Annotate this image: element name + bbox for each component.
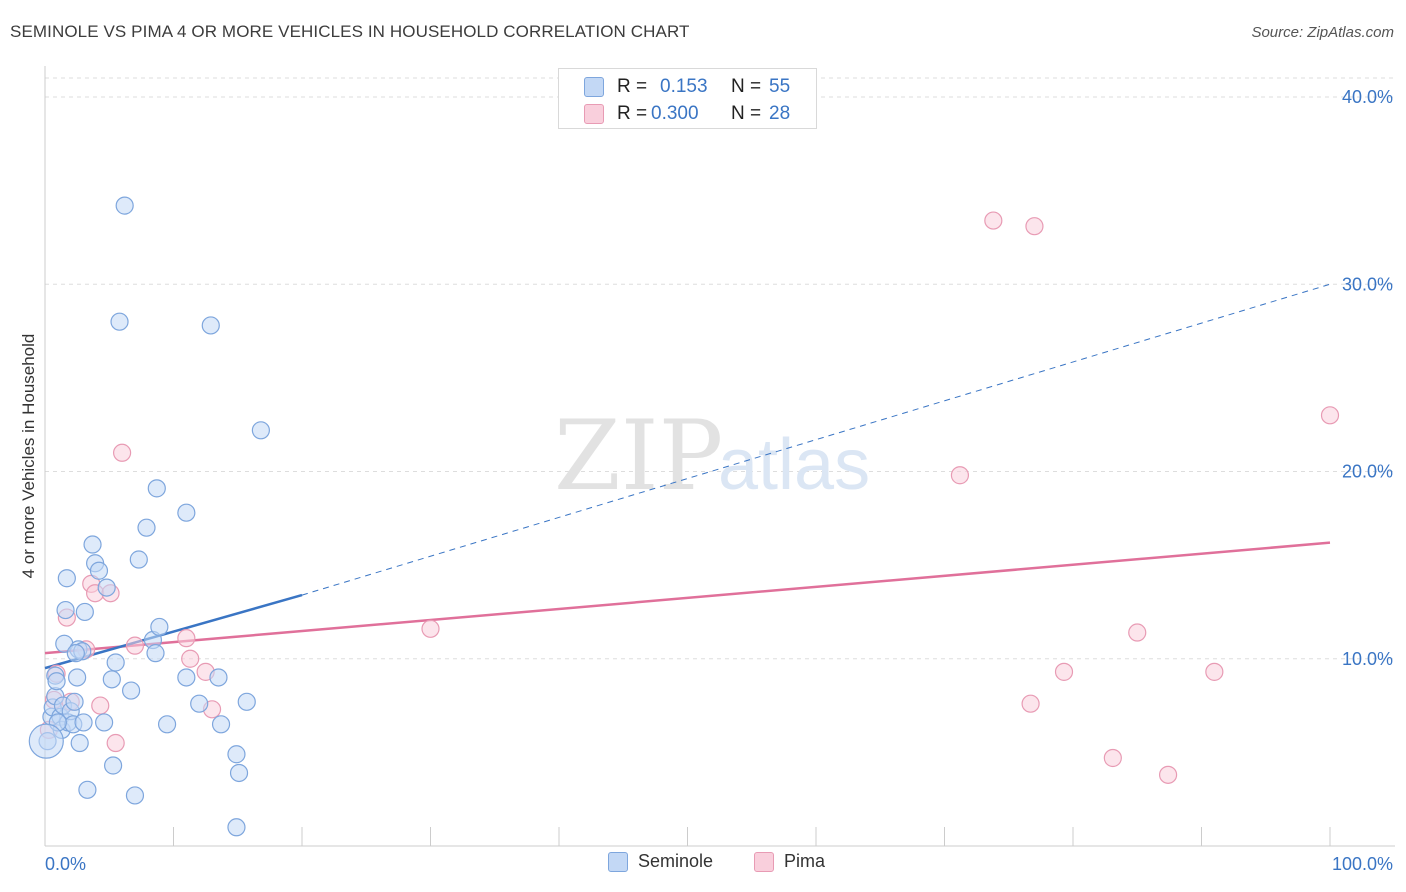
pima-trend-line (44, 541, 1331, 655)
seminole-point (66, 644, 85, 663)
pima-point (1205, 662, 1224, 681)
y-tick-label: 20.0% (1342, 462, 1393, 482)
pima-legend-swatch (754, 851, 774, 872)
stats-legend: R = 0.153 N = 55 R = 0.300 N = 28 (558, 68, 817, 129)
seminole-point (150, 617, 169, 637)
pima-point (950, 466, 970, 485)
pima-n-label: N = (731, 103, 762, 124)
pima-point (1021, 694, 1040, 713)
seminole-point (56, 600, 75, 620)
seminole-point (95, 713, 114, 732)
seminole-point (157, 715, 177, 734)
seminole-point (209, 668, 228, 687)
seminole-point (129, 550, 148, 569)
legend-item-seminole[interactable]: Seminole (608, 851, 713, 872)
seminole-point (97, 578, 116, 597)
seminole-trend-extension (301, 283, 1331, 596)
seminole-point (78, 780, 97, 799)
seminole-point (74, 713, 93, 732)
tick-labels: 10.0% 20.0% 30.0% 40.0% 0.0% 100.0% (45, 87, 1393, 874)
seminole-point (125, 786, 145, 805)
seminole-point (102, 670, 121, 689)
watermark-atlas: atlas (718, 425, 870, 505)
x-tick-label: 100.0% (1332, 854, 1393, 874)
data-points (28, 196, 1340, 837)
seminole-point (227, 745, 246, 764)
seminole-point (57, 569, 76, 588)
pima-point (1128, 623, 1147, 642)
seminole-point (211, 715, 231, 734)
chart-title: SEMINOLE VS PIMA 4 OR MORE VEHICLES IN H… (10, 22, 690, 41)
source-label: Source: ZipAtlas.com (1251, 24, 1394, 41)
seminole-point (104, 756, 123, 775)
seminole-swatch (584, 77, 604, 97)
pima-point (984, 211, 1003, 230)
seminole-point (115, 196, 134, 215)
seminole-n-label: N = (731, 76, 762, 97)
pima-point (1158, 765, 1178, 784)
y-tick-label: 10.0% (1342, 649, 1393, 669)
x-tick-label: 0.0% (45, 854, 86, 874)
pima-point (177, 629, 196, 648)
seminole-point (190, 694, 209, 713)
pima-point (181, 649, 200, 668)
seminole-n-value: 55 (769, 76, 791, 97)
pima-point (1054, 662, 1074, 681)
seminole-point (237, 692, 256, 711)
seminole-point (201, 316, 220, 335)
pima-point (1025, 217, 1044, 236)
legend-label-seminole: Seminole (638, 851, 714, 871)
seminole-point (110, 312, 129, 331)
legend-item-pima[interactable]: Pima (754, 851, 825, 872)
seminole-point (227, 818, 246, 837)
pima-point (112, 443, 132, 462)
seminole-r-value: 0.153 (660, 76, 708, 97)
seminole-point (70, 733, 89, 753)
seminole-point (251, 421, 270, 440)
seminole-point (177, 503, 196, 522)
legend-label-pima: Pima (784, 851, 826, 871)
seminole-r-label: R = (617, 76, 648, 97)
seminole-point (106, 653, 125, 672)
seminole-point (147, 479, 166, 498)
seminole-point (68, 668, 87, 687)
seminole-point (75, 602, 94, 622)
pima-point (125, 636, 145, 655)
seminole-point (65, 692, 84, 711)
pima-point (1320, 406, 1340, 425)
bottom-legend: Seminole Pima (0, 851, 1406, 877)
seminole-point (47, 672, 66, 691)
pima-point (1103, 748, 1122, 768)
gridlines (45, 77, 1395, 660)
seminole-point (121, 681, 141, 700)
pima-r-value: 0.300 (651, 103, 699, 124)
seminole-legend-swatch (608, 851, 628, 872)
seminole-point (83, 535, 102, 554)
seminole-point-large (28, 723, 64, 759)
pima-point (106, 733, 125, 753)
seminole-point (89, 561, 109, 580)
pima-point (91, 696, 110, 715)
pima-swatch (584, 104, 604, 124)
seminole-point (137, 518, 156, 537)
watermark-zip: ZIP (554, 400, 723, 512)
y-tick-label: 40.0% (1342, 87, 1393, 107)
axes (44, 66, 1395, 847)
seminole-point (229, 763, 249, 783)
seminole-point (146, 644, 165, 663)
seminole-point (177, 668, 196, 687)
pima-point (421, 619, 440, 638)
pima-r-label: R = (617, 103, 648, 124)
pima-n-value: 28 (769, 103, 791, 124)
y-tick-label: 30.0% (1342, 274, 1393, 294)
y-axis-label: 4 or more Vehicles in Household (19, 334, 38, 579)
